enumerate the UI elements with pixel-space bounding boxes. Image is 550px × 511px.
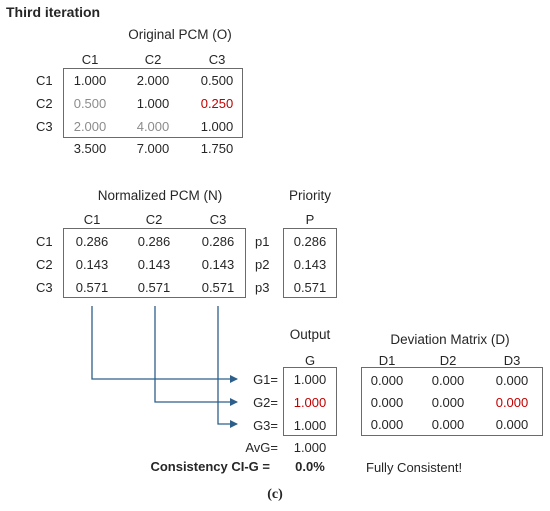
normalized-cell: 0.571 [201,280,235,295]
priority-label: p2 [255,257,270,272]
consistency-value: 0.0% [295,459,325,474]
original-cell: 1.000 [200,119,234,134]
priority-col-header: P [305,212,315,227]
priority-box [283,228,337,298]
deviation-cell: 0.000 [370,417,404,432]
figure-caption: (c) [267,487,283,502]
original-cell-reciprocal: 0.500 [73,96,107,111]
original-cell-highlighted: 0.250 [200,96,234,111]
deviation-cell: 0.000 [370,395,404,410]
output-value: 1.000 [293,418,327,433]
original-col-header: C1 [81,52,99,67]
normalized-cell: 0.286 [201,234,235,249]
normalized-cell: 0.143 [137,257,171,272]
output-title: Output [289,327,331,342]
normalized-row-header: C1 [36,234,53,249]
normalized-cell: 0.571 [137,280,171,295]
original-row-header: C3 [36,119,53,134]
average-value: 1.000 [293,440,327,455]
output-label: G2= [253,395,278,410]
original-pcm-title: Original PCM (O) [128,27,232,42]
normalized-col-header: C1 [83,212,101,227]
deviation-cell: 0.000 [431,417,465,432]
normalized-pcm-box [63,228,246,298]
original-col-header: C3 [208,52,226,67]
original-column-sum: 1.750 [200,141,234,156]
consistency-label: Consistency CI-G = [150,459,270,474]
normalized-pcm-title: Normalized PCM (N) [97,188,223,203]
normalized-cell: 0.286 [137,234,171,249]
original-column-sum: 7.000 [136,141,170,156]
normalized-cell: 0.571 [75,280,109,295]
deviation-cell: 0.000 [370,373,404,388]
normalized-col-header: C2 [145,212,163,227]
deviation-cell: 0.000 [431,373,465,388]
original-cell-reciprocal: 2.000 [73,119,107,134]
original-pcm-box [63,68,243,138]
arrow-to-g3 [217,306,238,428]
priority-title: Priority [288,188,331,203]
consistency-message: Fully Consistent! [366,460,463,475]
normalized-row-header: C3 [36,280,53,295]
priority-value: 0.286 [293,234,327,249]
deviation-col-header: D1 [378,353,396,368]
priority-label: p1 [255,234,270,249]
normalized-row-header: C2 [36,257,53,272]
output-label: G3= [253,418,278,433]
original-cell-reciprocal: 4.000 [136,119,170,134]
deviation-col-header: D3 [503,353,521,368]
deviation-col-header: D2 [439,353,457,368]
priority-label: p3 [255,280,270,295]
average-label: AvG= [245,440,278,455]
original-col-header: C2 [144,52,162,67]
arrow-to-g1 [91,306,238,383]
arrow-to-g2 [154,306,238,406]
original-cell: 2.000 [136,73,170,88]
deviation-cell-highlighted: 0.000 [495,395,529,410]
output-box [283,367,337,436]
original-cell: 0.500 [200,73,234,88]
original-column-sum: 3.500 [73,141,107,156]
original-row-header: C2 [36,96,53,111]
deviation-cell: 0.000 [431,395,465,410]
priority-value: 0.143 [293,257,327,272]
normalized-col-header: C3 [209,212,227,227]
output-label: G1= [253,372,278,387]
original-cell: 1.000 [136,96,170,111]
priority-value: 0.571 [293,280,327,295]
normalized-cell: 0.286 [75,234,109,249]
deviation-cell: 0.000 [495,373,529,388]
original-cell: 1.000 [73,73,107,88]
original-row-header: C1 [36,73,53,88]
output-col-header: G [304,353,316,368]
deviation-matrix-box [361,367,543,436]
deviation-cell: 0.000 [495,417,529,432]
normalized-cell: 0.143 [75,257,109,272]
normalized-cell: 0.143 [201,257,235,272]
output-value: 1.000 [293,372,327,387]
figure-title: Third iteration [6,4,101,20]
deviation-matrix-title: Deviation Matrix (D) [390,332,510,347]
output-value-highlighted: 1.000 [293,395,327,410]
